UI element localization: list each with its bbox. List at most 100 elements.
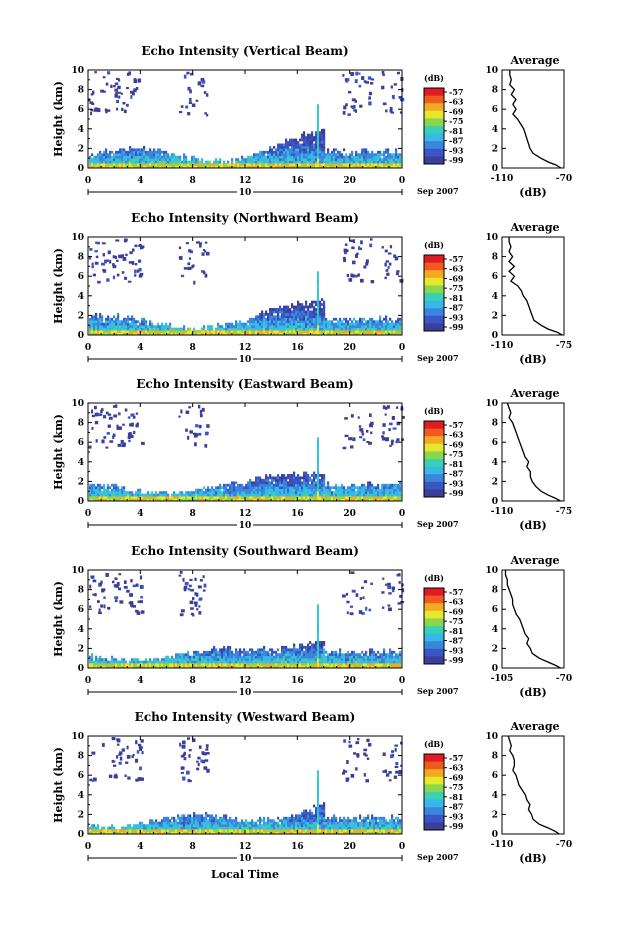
colorbar-segment <box>424 277 444 286</box>
y-tick-label: 4 <box>78 292 84 302</box>
panel-title: Echo Intensity (Eastward Beam) <box>136 377 353 391</box>
colorbar-segment <box>424 293 444 302</box>
profile-y-tick-label: 10 <box>485 66 498 76</box>
x-tick-label: 4 <box>137 676 143 686</box>
x-tick-label: 4 <box>137 842 143 852</box>
profile-x-tick-label: -110 <box>491 341 514 351</box>
profile-y-tick-label: 2 <box>492 810 498 820</box>
x-tick-label: 0 <box>85 509 91 519</box>
colorbar-tick-label: -63 <box>449 763 464 773</box>
x-tick-label: 4 <box>137 343 143 353</box>
profile-panel: Average 0 2 4 6 8 10 -110 -70 (dB) <box>485 720 572 865</box>
colorbar-tick-label: -63 <box>449 264 464 274</box>
y-tick-label: 0 <box>78 830 84 840</box>
y-tick-label: 8 <box>78 253 84 263</box>
colorbar-tick-label: -69 <box>449 439 464 449</box>
colorbar-label: (dB) <box>424 739 444 749</box>
profile-y-tick-label: 8 <box>492 752 498 762</box>
profile-title: Average <box>509 54 559 67</box>
y-tick-label: 4 <box>78 125 84 135</box>
colorbar-tick-label: -81 <box>449 459 463 469</box>
colorbar-frame <box>423 254 445 332</box>
profile-y-tick-label: 10 <box>485 233 498 243</box>
date-label: Sep 2007 <box>417 353 459 363</box>
colorbar-tick-label: -75 <box>449 116 463 126</box>
profile-frame <box>501 69 565 169</box>
profile-y-tick-label: 4 <box>492 458 498 468</box>
y-tick-label: 6 <box>78 272 84 282</box>
colorbar-label: (dB) <box>424 240 444 250</box>
x-tick-label: 12 <box>239 509 252 519</box>
x-axis-label-local-time: Local Time <box>211 868 279 881</box>
x-tick-label: 16 <box>291 509 304 519</box>
colorbar-segment <box>424 156 444 165</box>
colorbar-segment <box>424 489 444 498</box>
profile-frame <box>501 569 565 669</box>
colorbar-segment <box>424 754 444 763</box>
y-tick-label: 10 <box>71 399 84 409</box>
y-tick-label: 2 <box>78 477 84 487</box>
colorbar-segment <box>424 769 444 778</box>
x-tick-label: 16 <box>291 176 304 186</box>
x-tick-label: 20 <box>343 509 356 519</box>
colorbar-tick-label: -87 <box>449 636 463 646</box>
x-tick-label: 12 <box>239 343 252 353</box>
y-tick-label: 6 <box>78 771 84 781</box>
profile-y-tick-label: 6 <box>492 771 498 781</box>
profile-xlabel: (dB) <box>519 186 546 199</box>
colorbar-tick-label: -93 <box>449 645 464 655</box>
colorbar-tick-label: -93 <box>449 478 464 488</box>
panels-layer: Echo Intensity (Vertical Beam) 0 2 4 6 8 10 0 4 8… <box>52 44 572 865</box>
x-tick-label: 0 <box>399 176 405 186</box>
profile-line <box>508 237 563 336</box>
colorbar-tick-label: -75 <box>449 616 463 626</box>
colorbar-segment <box>424 761 444 770</box>
colorbar-tick-label: -93 <box>449 811 464 821</box>
colorbar-segment <box>424 588 444 597</box>
profile-y-tick-label: 2 <box>492 644 498 654</box>
profile-y-tick-label: 0 <box>492 164 498 174</box>
colorbar-segment <box>424 300 444 309</box>
colorbar-segment <box>424 421 444 430</box>
y-tick-label: 2 <box>78 311 84 321</box>
panel-5: Echo Intensity (Westward Beam) 0 2 4 6 8 10 0 4 8… <box>52 710 572 865</box>
x-tick-label: 20 <box>343 176 356 186</box>
day-label-bg <box>237 354 253 364</box>
y-tick-label: 8 <box>78 752 84 762</box>
colorbar-tick-label: -57 <box>449 420 463 430</box>
profile-y-tick-label: 8 <box>492 419 498 429</box>
colorbar-tick-label: -99 <box>449 655 464 665</box>
colorbar-segment <box>424 618 444 627</box>
y-tick-label: 6 <box>78 605 84 615</box>
x-tick-label: 16 <box>291 676 304 686</box>
colorbar-segment <box>424 255 444 264</box>
y-tick-label: 2 <box>78 144 84 154</box>
profile-y-tick-label: 8 <box>492 86 498 96</box>
colorbar-tick-label: -75 <box>449 283 463 293</box>
colorbar-segment <box>424 323 444 332</box>
colorbar-tick-label: -81 <box>449 126 463 136</box>
colorbar-tick-label: -99 <box>449 155 464 165</box>
y-axis-label: Height (km) <box>52 81 65 157</box>
profile-y-tick-label: 2 <box>492 477 498 487</box>
profile-panel: Average 0 2 4 6 8 10 -110 -75 (dB) <box>485 387 572 532</box>
colorbar-segment <box>424 822 444 831</box>
x-tick-label: 20 <box>343 343 356 353</box>
colorbar-label: (dB) <box>424 73 444 83</box>
colorbar-tick-label: -69 <box>449 273 464 283</box>
colorbar-segment <box>424 481 444 490</box>
profile-y-tick-label: 4 <box>492 125 498 135</box>
colorbar-tick-label: -87 <box>449 303 463 313</box>
y-tick-label: 8 <box>78 586 84 596</box>
colorbar-segment <box>424 799 444 808</box>
profile-frame <box>501 236 565 336</box>
profile-frame <box>501 735 565 835</box>
colorbar-segment <box>424 308 444 317</box>
colorbar-segment <box>424 110 444 119</box>
profile-y-tick-label: 4 <box>492 625 498 635</box>
colorbar-tick-label: -69 <box>449 606 464 616</box>
colorbar-segment <box>424 792 444 801</box>
panel-title: Echo Intensity (Northward Beam) <box>131 211 359 225</box>
profile-x-tick-label: -75 <box>556 507 572 517</box>
profile-y-tick-label: 0 <box>492 830 498 840</box>
